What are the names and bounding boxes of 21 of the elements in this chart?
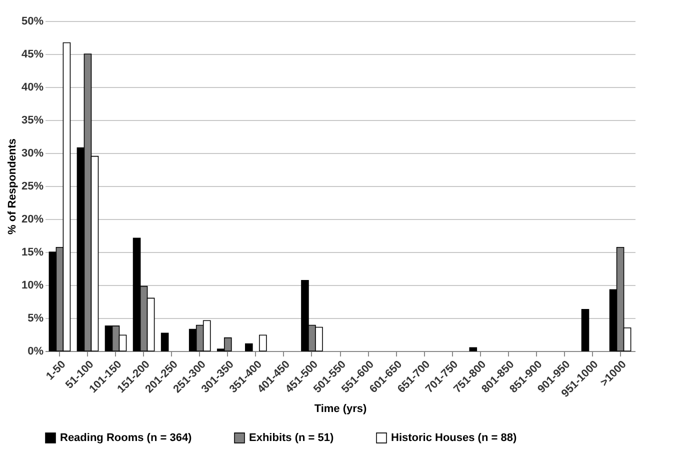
- y-tick-label: 25%: [21, 180, 44, 192]
- x-axis-title: Time (yrs): [314, 403, 368, 416]
- bar: [581, 309, 590, 352]
- y-tick-label: 20%: [21, 214, 44, 226]
- y-tick-label: 5%: [28, 312, 44, 324]
- legend-label: Reading Rooms (n = 364): [60, 432, 192, 444]
- bar: [259, 334, 267, 352]
- y-tick-label: 45%: [21, 48, 44, 60]
- y-tick-label: 10%: [21, 280, 44, 292]
- y-tick-label: 30%: [21, 148, 44, 160]
- y-tick-label: 40%: [21, 82, 44, 94]
- legend-label: Exhibits (n = 51): [249, 432, 334, 444]
- y-axis-title: % of Respondents: [6, 138, 18, 234]
- bar: [160, 332, 169, 352]
- y-tick-label: 0%: [28, 346, 44, 358]
- y-tick-label: 35%: [21, 114, 44, 126]
- bar: [469, 347, 478, 352]
- y-tick-label: 50%: [21, 16, 44, 28]
- legend-label: Historic Houses (n = 88): [391, 432, 517, 444]
- bar: [245, 343, 253, 352]
- y-tick-label: 15%: [21, 246, 44, 258]
